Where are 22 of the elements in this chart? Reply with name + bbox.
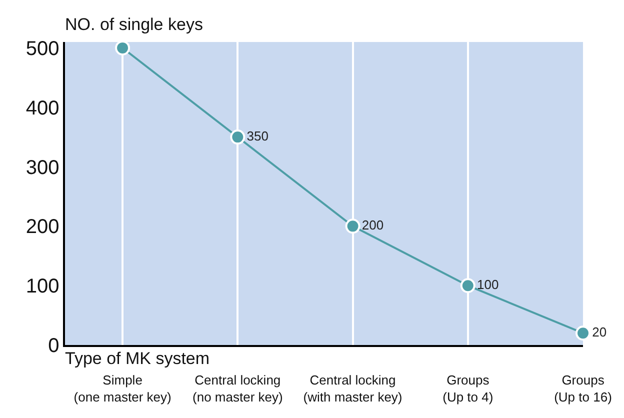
y-tick-label: 200: [26, 216, 60, 238]
point: [115, 40, 130, 56]
point: [230, 130, 246, 145]
x-tick-label: Central locking (with master key): [303, 372, 402, 404]
data-label: 350: [246, 128, 268, 144]
y-tick-label: 400: [26, 97, 60, 120]
y-axis-title: NO. of single keys: [65, 15, 203, 34]
y-tick-label: 300: [26, 156, 60, 179]
y-tick-label: 0: [48, 335, 60, 357]
y-tick-label: 500: [26, 38, 60, 60]
x-tick-label: Simple (one master key): [74, 372, 172, 404]
y-tick-label: 100: [26, 276, 60, 298]
x-tick-label: Central locking (no master key): [192, 372, 283, 404]
data-label: 20: [592, 324, 607, 340]
point: [460, 278, 476, 294]
x-tick-label: Groups (Up to 4): [442, 372, 494, 404]
point: [576, 326, 590, 341]
x-axis-title: Type of MK system: [65, 349, 210, 368]
x-tick-label: Groups (Up to 16): [554, 372, 612, 404]
point: [345, 218, 360, 234]
data-label: 200: [362, 217, 384, 232]
data-label: 100: [477, 276, 499, 292]
